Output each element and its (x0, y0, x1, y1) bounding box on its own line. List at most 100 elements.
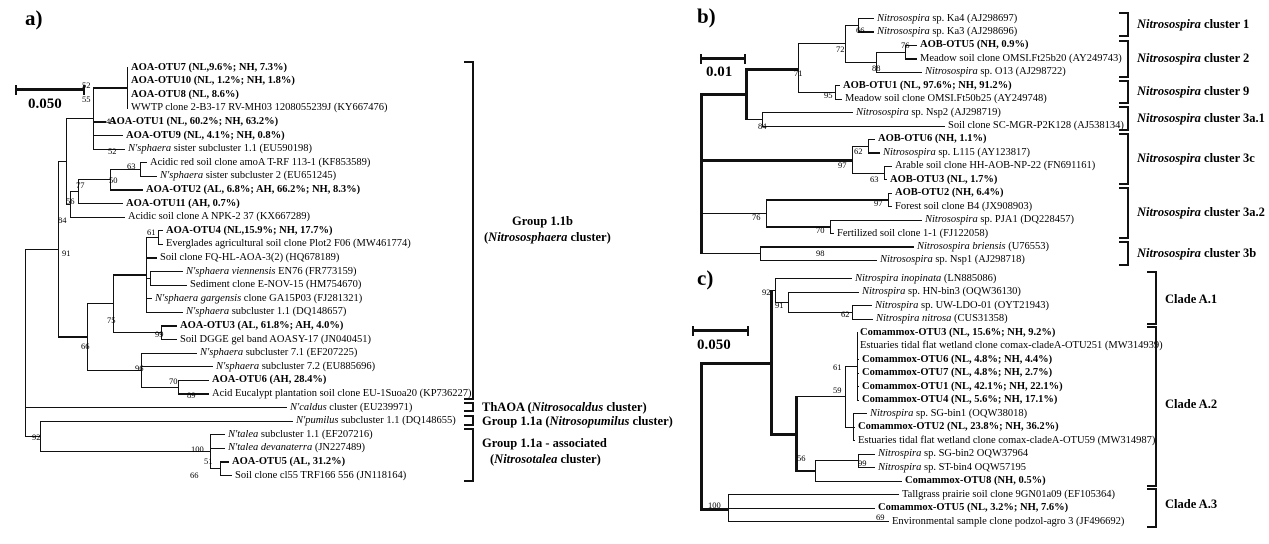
label-text: Nitrosospira (925, 214, 978, 226)
label-text: cluster 3a.1 (1200, 111, 1265, 125)
label-text: Nitrospira (878, 448, 922, 459)
clade-vertical-line (158, 230, 160, 245)
label-text: Nitrosospira (877, 12, 930, 24)
label-text: Nitrosospira (1137, 84, 1201, 98)
clade-vertical-line (141, 352, 143, 388)
bootstrap-value: 62 (841, 309, 850, 319)
bootstrap-value: 97 (838, 160, 847, 170)
label-text: AOA-OTU11 (AH, 0.7%) (126, 197, 240, 209)
panel-letter-a: a) (25, 6, 43, 30)
branch-line (70, 191, 78, 193)
leaf-label: Comammox-OTU7 (NL, 4.8%; NH, 2.7%) (862, 366, 1052, 379)
cluster-bracket-line (1127, 241, 1129, 266)
scale-bar-tick (747, 325, 749, 336)
cluster-bracket-tick (464, 428, 472, 430)
label-text: Soil clone SC-MGR-P2K128 (AJ538134) (948, 120, 1124, 132)
label-text: Acidic red soil clone amoA T-RF 113-1 (K… (150, 156, 371, 168)
label-text: Comammox-OTU1 (NL, 42.1%; NH, 22.1%) (862, 380, 1063, 392)
leaf-label: Acidic soil clone A NPK-2 37 (KX667289) (128, 210, 310, 223)
branch-line (845, 365, 857, 367)
cluster-bracket-tick (1147, 485, 1155, 487)
leaf-label: N'sphaera gargensis clone GA15P03 (FJ281… (155, 292, 362, 305)
leaf-label: Forest soil clone B4 (JX908903) (895, 200, 1032, 213)
label-text: cluster 3b (1200, 246, 1257, 260)
scale-bar-label-b: 0.01 (706, 64, 733, 80)
cluster-bracket-tick (464, 61, 472, 63)
bootstrap-value: 63 (870, 174, 879, 184)
branch-line (700, 361, 770, 365)
cluster-bracket-tick (1119, 106, 1127, 108)
branch-line (728, 507, 875, 509)
leaf-label: Soil clone SC-MGR-P2K128 (AJ538134) (948, 119, 1124, 132)
label-text: AOA-OTU4 (NL,15.9%; NH, 17.7%) (166, 224, 333, 236)
label-text: Clade A.3 (1165, 497, 1218, 511)
leaf-label: Estuaries tidal flat wetland clone comax… (860, 339, 1163, 352)
clade-vertical-line (87, 303, 89, 371)
label-text: Nitrosospira (1137, 205, 1201, 219)
clade-vertical-line (25, 248, 27, 437)
label-text: Nitrososphaera (488, 230, 568, 244)
clade-vertical-line (78, 179, 80, 204)
leaf-label: Nitrospira nitrosa (CUS31358) (876, 312, 1008, 325)
label-text: sister subcluster 2 (EU651245) (203, 170, 337, 182)
scale-bar (700, 57, 746, 60)
label-text: cluster) (557, 452, 601, 466)
branch-line (700, 253, 760, 255)
leaf-label: Nitrosospira sp. L115 (AY123817) (883, 146, 1030, 159)
branch-line (815, 460, 858, 462)
leaf-label: WWTP clone 2-B3-17 RV-MH03 1208055239J (… (131, 101, 388, 114)
leaf-label: Nitrosospira sp. Ka3 (AJ298696) (877, 25, 1017, 38)
branch-line (66, 203, 70, 206)
branch-line (858, 467, 875, 469)
scale-bar-label-c: 0.050 (697, 337, 731, 353)
label-text: sp. SG-bin1 (OQW38018) (913, 407, 1028, 419)
leaf-label: AOB-OTU3 (NL, 1.7%) (890, 173, 997, 186)
label-text: sp. PJA1 (DQ228457) (977, 214, 1074, 226)
branch-line (58, 160, 66, 163)
leaf-label: Environmental sample clone podzol-agro 3… (892, 515, 1124, 528)
panel-letter-c: c) (697, 266, 714, 290)
label-text: cluster 1 (1200, 17, 1250, 31)
clade-vertical-line (110, 169, 112, 191)
leaf-label: Nitrosospira briensis (U76553) (917, 240, 1049, 253)
clade-vertical-line (845, 365, 847, 428)
clade-vertical-line (798, 43, 800, 93)
branch-line (728, 494, 899, 496)
cluster-label: (Nitrosotalea cluster) (490, 452, 601, 467)
leaf-label: N'sphaera sister subcluster 2 (EU651245) (160, 169, 336, 182)
label-text: sp. SG-bin2 OQW37964 (921, 448, 1029, 459)
leaf-label: Nitrosospira sp. PJA1 (DQ228457) (925, 213, 1074, 226)
label-text: subcluster 1.1 (DQ148655) (338, 415, 456, 427)
label-text: Comammox-OTU6 (NL, 4.8%; NH, 4.4%) (862, 353, 1053, 365)
label-text: Acidic soil clone A NPK-2 37 (KX667289) (128, 211, 310, 223)
label-text: Soil clone FQ-HL-AOA-3(2) (HQ678189) (160, 251, 340, 263)
clade-vertical-line (745, 67, 748, 120)
label-text: AOA-OTU3 (AL, 61.8%; AH, 4.0%) (180, 319, 344, 331)
label-text: AOA-OTU7 (NL,9.6%; NH, 7.3%) (131, 61, 288, 73)
branch-line (845, 426, 853, 428)
branch-line (146, 298, 152, 300)
leaf-label: AOB-OTU1 (NL, 97.6%; NH, 91.2%) (843, 79, 1012, 92)
cluster-label: Group 1.1a (Nitrosopumilus cluster) (482, 414, 673, 429)
bootstrap-value: 52 (108, 146, 117, 156)
leaf-label: N'sphaera subcluster 7.1 (EF207225) (200, 346, 357, 359)
bootstrap-value: 50 (109, 175, 118, 185)
label-text: cluster) (629, 414, 673, 428)
branch-line (858, 31, 874, 33)
leaf-label: Comammox-OTU4 (NL, 5.6%; NH, 17.1%) (862, 393, 1057, 406)
cluster-bracket-line (1127, 40, 1129, 78)
leaf-label: Nitrospira sp. ST-bin4 OQW57195 (878, 461, 1026, 474)
branch-line (852, 318, 873, 320)
leaf-label: N'sphaera subcluster 7.2 (EU885696) (216, 360, 375, 373)
branch-line (857, 345, 858, 347)
bootstrap-value: 49 (106, 116, 115, 126)
label-text: Comammox-OTU5 (NL, 3.2%; NH, 7.6%) (878, 502, 1069, 513)
bootstrap-value: 92 (762, 287, 771, 297)
branch-line (845, 61, 876, 63)
clade-vertical-line (845, 24, 847, 63)
branch-line (178, 379, 209, 381)
clade-vertical-line (857, 332, 859, 401)
label-text: Nitrosocaldus (531, 400, 604, 414)
label-text: Estuaries tidal flat wetland clone comax… (860, 340, 1163, 351)
label-text: Nitrospira (878, 461, 922, 473)
